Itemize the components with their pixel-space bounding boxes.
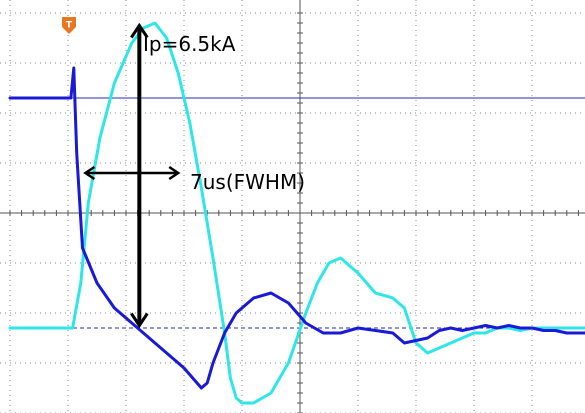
width-arrow-head-left	[83, 165, 96, 181]
peak-arrow-head-top	[130, 22, 149, 39]
measurement-arrows	[83, 22, 181, 329]
pulse-width-annotation: 7us(FWHM)	[190, 170, 305, 194]
trigger-marker-label: T	[66, 21, 73, 31]
width-arrow-head-right	[168, 165, 181, 181]
peak-arrow-head-bottom	[130, 312, 149, 329]
reference-lines	[10, 97, 585, 329]
trigger-marker: T	[62, 17, 76, 34]
trace-line-2	[8, 66, 585, 390]
peak-current-annotation: Ip=6.5kA	[143, 32, 236, 56]
waveform-traces	[8, 21, 585, 405]
trigger-marker-icon	[62, 17, 76, 34]
